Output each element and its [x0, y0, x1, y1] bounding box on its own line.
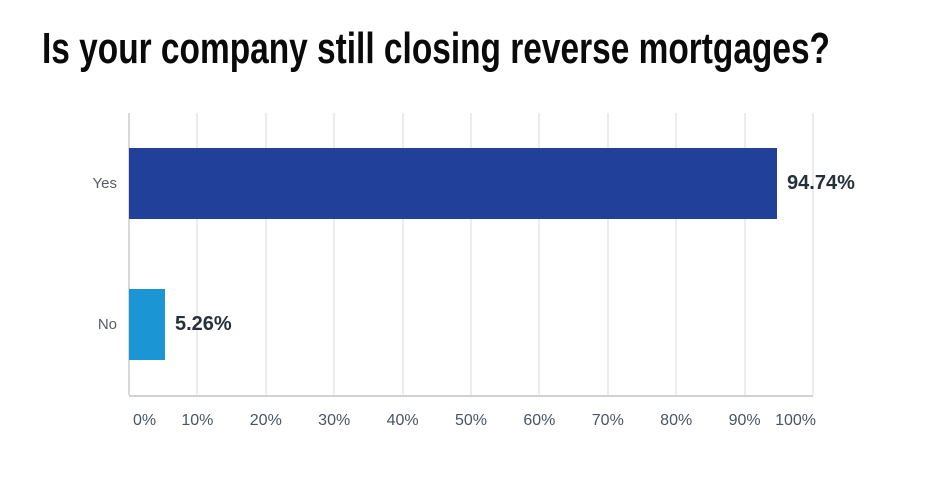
bar-no[interactable] [129, 289, 165, 360]
gridline-layer [128, 113, 814, 395]
gridline [128, 113, 130, 395]
x-tick-label: 50% [454, 412, 488, 429]
category-label: Yes [92, 175, 117, 192]
x-tick-label: 0% [133, 412, 157, 429]
category-label: No [97, 316, 117, 333]
gridline [470, 113, 472, 395]
gridline [538, 113, 541, 395]
x-tick-label: 90% [728, 412, 761, 429]
gridline [675, 113, 678, 395]
gridline [743, 113, 746, 395]
gridline [264, 113, 267, 395]
value-label: 5.26% [174, 313, 232, 335]
gridline [196, 113, 199, 395]
plot-area: Yes 94.74% No 5.26% 0% 10% 20% 30% 40% 50% 60% 70%… [93, 113, 855, 429]
x-tick-label: 30% [318, 412, 351, 429]
bar-row: Yes 94.74% [93, 113, 855, 254]
value-label: 94.74% [787, 172, 855, 194]
bar-yes[interactable] [129, 148, 778, 219]
x-tick-label: 10% [181, 412, 214, 429]
x-tick-label: 40% [386, 412, 419, 429]
bar-rows-layer: Yes 94.74% No 5.26% [93, 113, 855, 395]
x-tick-label: 80% [660, 412, 693, 429]
x-tick-label: 100% [775, 412, 816, 429]
chart-title: Is your company still closing reverse mo… [42, 24, 830, 73]
x-tick-label: 20% [249, 412, 282, 429]
x-tick-label: 60% [523, 412, 556, 429]
gridline [812, 113, 814, 395]
gridline [606, 113, 609, 395]
gridline [401, 113, 404, 395]
x-axis-tick-labels: 0% 10% 20% 30% 40% 50% 60% 70% 80% 90% 100% [129, 412, 816, 434]
x-tick-label: 70% [591, 412, 624, 429]
gridline [333, 113, 336, 395]
bar-row: No 5.26% [98, 254, 813, 395]
